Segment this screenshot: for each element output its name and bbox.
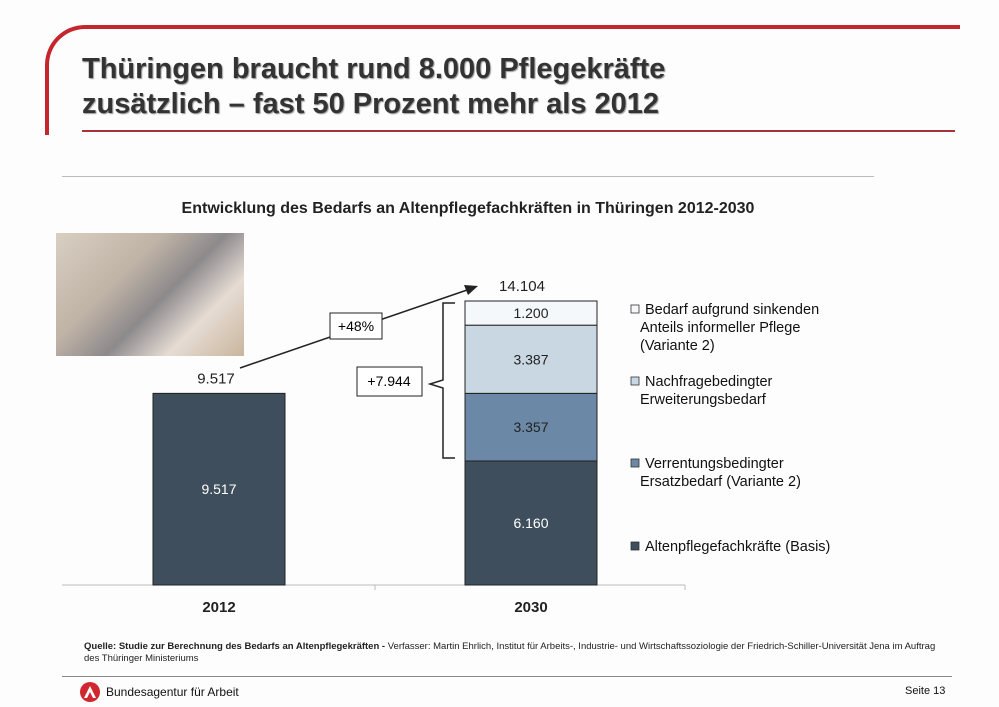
legend-label: Anteils informeller Pflege [640,320,800,336]
page-number: Seite 13 [905,685,946,697]
legend-label: Verrentungsbedingter [645,456,784,472]
growth-box [329,312,383,340]
slide-title: Thüringen braucht rund 8.000 Pflegekräft… [82,52,665,122]
title-divider [82,130,955,132]
category-label-2030: 2030 [514,599,547,616]
legend-swatch-icon [630,304,640,314]
growth-label: +48% [338,318,374,334]
bar-segment [464,324,598,394]
header-frame [45,25,960,135]
legend-label: (Variante 2) [640,338,715,354]
legend-label: Bedarf aufgrund sinkenden [645,302,819,318]
bar-segment [464,300,598,326]
category-label-2012: 2012 [202,599,235,616]
chart-title: Entwicklung des Bedarfs an Altenpflegefa… [181,200,755,217]
legend-swatch-icon [630,458,640,468]
data-label: 3.387 [513,351,548,367]
data-label: 9.517 [201,481,236,497]
legend-label: Ersatzbedarf (Variante 2) [640,474,801,490]
increase-brace [427,302,455,459]
title-line-2: zusätzlich – fast 50 Prozent mehr als 20… [82,88,660,120]
bar-segment [464,460,598,586]
bar-segment [464,392,598,462]
increase-box [356,366,423,397]
source-note: Quelle: Studie zur Berechnung des Bedarf… [84,641,944,665]
total-label: 9.517 [197,370,235,387]
care-photo [56,233,244,356]
chart-divider [62,176,874,177]
legend-label: Erweiterungsbedarf [640,392,767,408]
data-label: 1.200 [513,305,548,321]
agency-name: Bundesagentur für Arbeit [106,685,239,699]
bar-segment [152,392,286,586]
total-label: 14.104 [499,278,545,295]
agency-logo-icon [80,682,100,702]
legend-swatch-icon [630,376,640,386]
increase-label: +7.944 [367,373,410,389]
title-line-1: Thüringen braucht rund 8.000 Pflegekräft… [82,53,666,85]
legend-label: Nachfragebedingter [645,374,773,390]
arrow-head-icon [464,285,478,295]
source-detail: Verfasser: Martin Ehrlich, Institut für … [84,641,936,664]
source-title: Quelle: Studie zur Berechnung des Bedarf… [84,641,386,652]
data-label: 3.357 [513,419,548,435]
data-label: 6.160 [513,515,548,531]
legend-label: Altenpflegefachkräfte (Basis) [645,539,830,555]
footer-divider [62,676,952,677]
legend-swatch-icon [630,541,640,551]
